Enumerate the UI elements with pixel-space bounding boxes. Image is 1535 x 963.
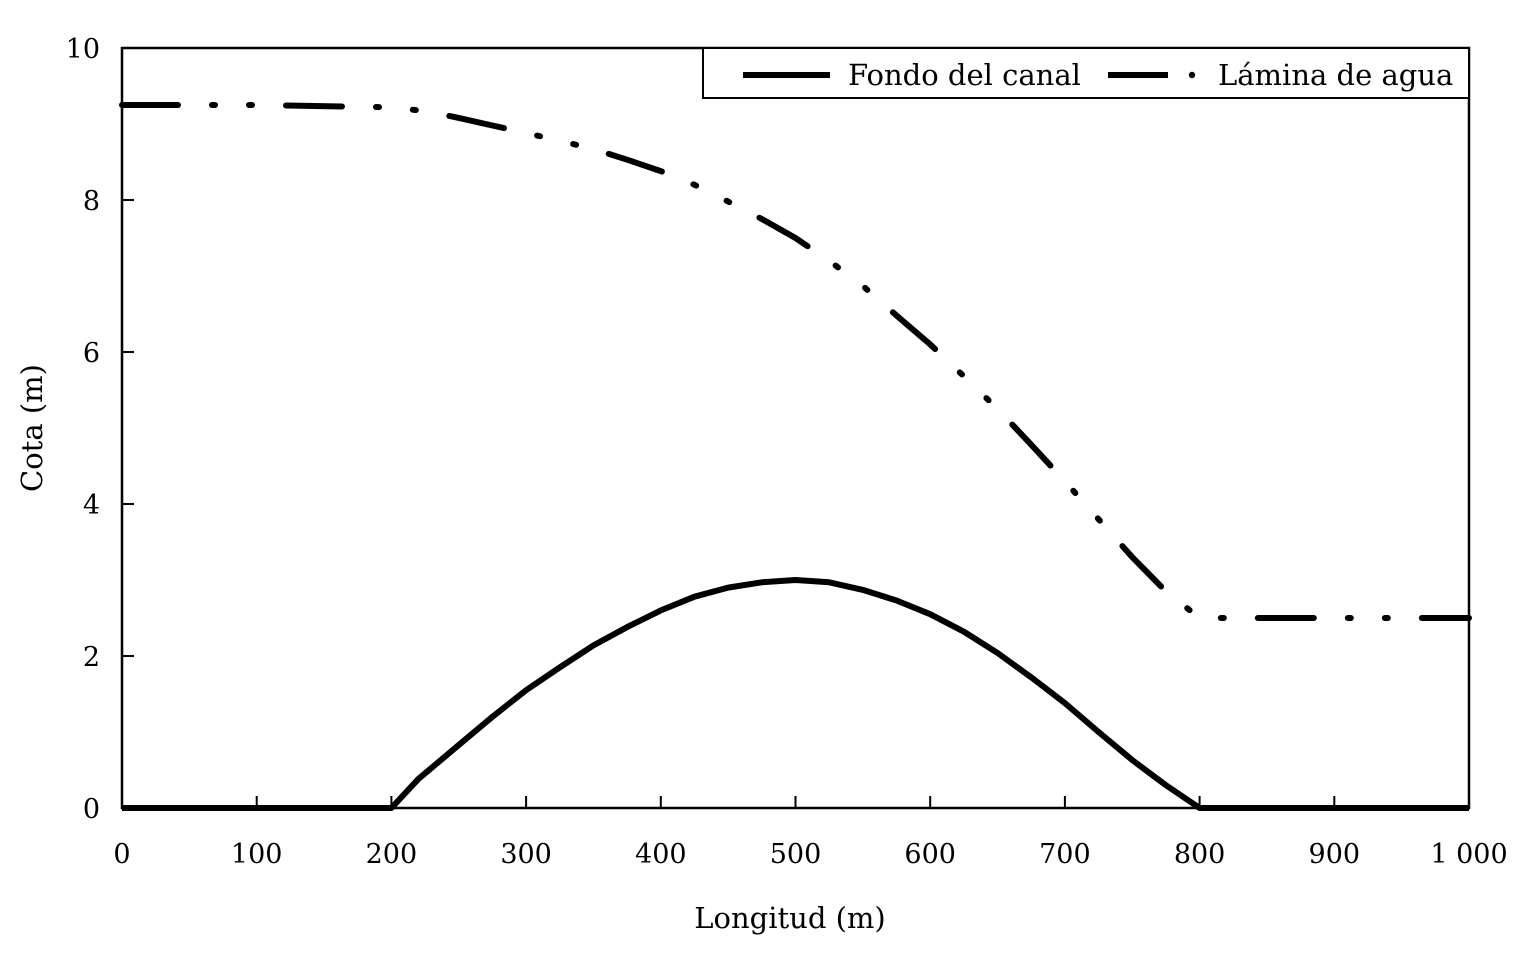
x-tick-label: 1 000	[1430, 839, 1507, 870]
x-tick-label: 0	[113, 839, 130, 870]
y-tick-label: 2	[83, 642, 100, 673]
x-tick-label: 300	[500, 839, 552, 870]
x-axis-ticks: 0 100 200 300 400 500 600 700 800 900 1 000	[113, 796, 1508, 870]
plot-area	[120, 46, 1471, 810]
y-axis-ticks: 0 2 4 6 8 10	[66, 34, 134, 825]
y-tick-label: 6	[83, 338, 100, 369]
x-tick-label: 200	[366, 839, 418, 870]
x-axis-title: Longitud (m)	[694, 901, 885, 935]
y-tick-label: 0	[83, 794, 100, 825]
series-line-lamina-de-agua	[119, 102, 1472, 621]
x-tick-label: 400	[635, 839, 687, 870]
x-tick-label: 600	[904, 839, 956, 870]
series-line-fondo-del-canal	[122, 577, 1469, 811]
series-layer	[119, 102, 1472, 811]
x-tick-label: 100	[231, 839, 283, 870]
legend-label-lamina: Lámina de agua	[1218, 58, 1453, 92]
y-tick-label: 4	[83, 490, 100, 521]
y-tick-label: 8	[83, 186, 100, 217]
legend-label-fondo: Fondo del canal	[848, 58, 1081, 92]
y-tick-label: 10	[66, 34, 100, 65]
y-axis-title: Cota (m)	[15, 364, 49, 492]
x-tick-label: 900	[1309, 839, 1361, 870]
legend-swatch-lamina-dot	[1188, 71, 1196, 79]
x-tick-label: 700	[1039, 839, 1091, 870]
x-tick-label: 500	[770, 839, 822, 870]
legend-box	[702, 47, 1470, 99]
legend: Fondo del canal Lámina de agua	[702, 47, 1470, 99]
x-tick-label: 800	[1174, 839, 1226, 870]
